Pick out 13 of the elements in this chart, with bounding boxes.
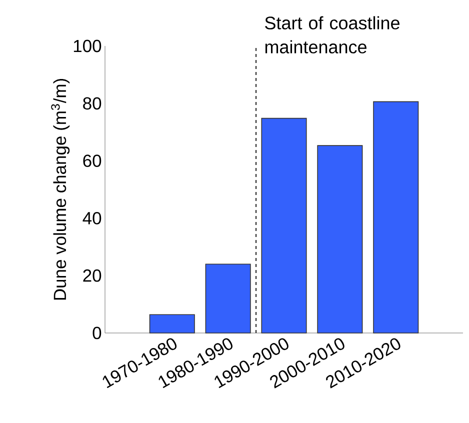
- y-tick-label: 100: [74, 40, 102, 52]
- y-tick-label: 20: [83, 269, 102, 282]
- bar: [149, 314, 195, 334]
- y-tick-label: 80: [83, 97, 102, 110]
- bar: [261, 118, 307, 334]
- y-tick-label: 60: [83, 154, 102, 167]
- annotation: Start of coastline maintenance: [265, 16, 400, 54]
- y-axis-title: Dune volume change (m$^{3}$/m): [51, 78, 70, 300]
- bar: [317, 145, 363, 334]
- bar: [373, 101, 419, 334]
- y-tick-label: 0: [92, 326, 102, 340]
- bar: [205, 264, 251, 334]
- y-tick-label: 40: [82, 212, 102, 224]
